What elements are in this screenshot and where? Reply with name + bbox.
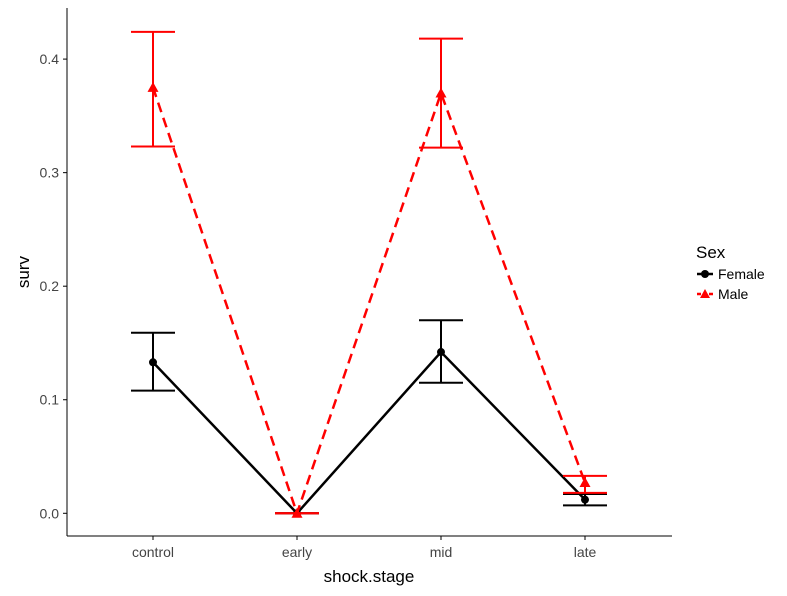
legend-key-marker (700, 289, 710, 298)
x-tick-label: mid (430, 544, 453, 560)
data-point (437, 348, 445, 357)
x-tick-label: late (574, 544, 597, 560)
y-tick-label: 0.0 (40, 505, 60, 521)
series-female (131, 319, 607, 518)
y-tick-label: 0.3 (40, 165, 60, 181)
y-tick-label: 0.4 (40, 51, 60, 67)
series-layer (131, 30, 607, 518)
legend-label: Male (718, 286, 749, 302)
legend-key-marker (701, 270, 709, 278)
data-point (149, 358, 157, 367)
data-point (579, 477, 591, 488)
data-point (291, 507, 303, 518)
series-line (152, 350, 586, 516)
x-axis-ticks: control early mid late (132, 536, 597, 560)
x-tick-label: early (282, 544, 312, 560)
y-axis-ticks: 0.0 0.1 0.2 0.3 0.4 (40, 51, 67, 521)
y-tick-label: 0.1 (40, 392, 60, 408)
plot-area: 0.0 0.1 0.2 0.3 0.4 control early mid late (40, 8, 672, 560)
legend-entries: Female Male (697, 266, 765, 302)
series-line (151, 87, 587, 518)
series-male (131, 30, 607, 518)
legend-item-female: Female (697, 266, 765, 282)
x-axis-title: shock.stage (324, 567, 415, 586)
data-point (581, 495, 589, 504)
y-tick-label: 0.2 (40, 278, 60, 294)
legend: Sex Female Male (696, 243, 765, 302)
data-point (435, 87, 447, 98)
legend-title: Sex (696, 243, 726, 262)
y-axis-title: surv (14, 255, 33, 288)
data-point (147, 81, 159, 92)
legend-item-male: Male (697, 286, 749, 302)
x-tick-label: control (132, 544, 174, 560)
legend-label: Female (718, 266, 765, 282)
